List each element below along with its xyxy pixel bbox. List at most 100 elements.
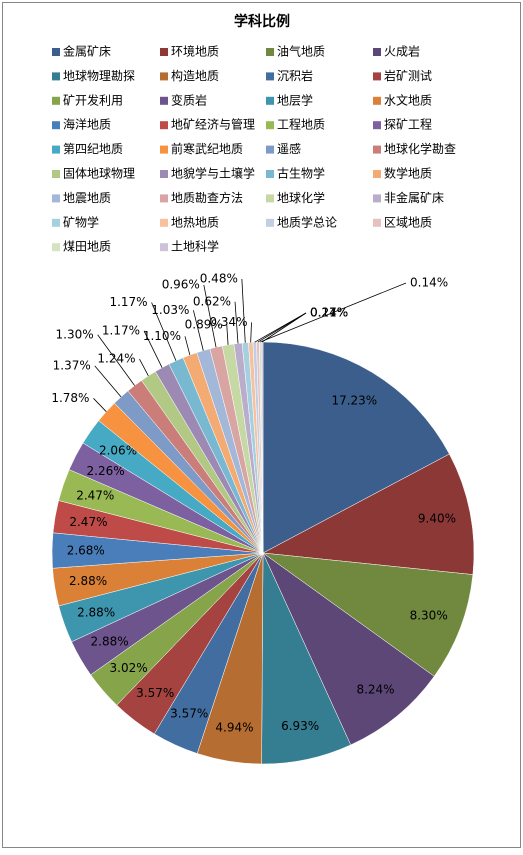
legend-label: 矿物学 (63, 214, 99, 229)
legend-label: 沉积岩 (277, 68, 313, 83)
pie-slice (262, 453, 475, 575)
leader-line (94, 365, 122, 398)
value-label: 3.57% (170, 707, 208, 721)
pie-slice (262, 341, 450, 554)
value-label: 4.94% (215, 720, 253, 734)
legend-label: 工程地质 (277, 117, 325, 132)
legend-label: 岩矿测试 (384, 68, 432, 83)
legend-swatch (160, 170, 168, 178)
value-label: 2.26% (87, 464, 125, 478)
legend-swatch (52, 243, 60, 252)
legend-swatch (160, 48, 168, 56)
value-label: 1.24% (97, 352, 135, 366)
value-label: 0.62% (193, 294, 231, 308)
legend-label: 海洋地质 (63, 117, 111, 132)
legend-swatch (52, 48, 60, 56)
legend-swatch (373, 72, 381, 81)
legend-swatch (266, 72, 274, 81)
legend-swatch (266, 194, 274, 203)
legend-swatch (373, 145, 381, 154)
legend-label: 地矿经济与管理 (171, 117, 255, 132)
legend-swatch (52, 194, 60, 203)
legend-label: 遥感 (277, 141, 301, 156)
value-label: 1.78% (51, 391, 89, 405)
value-label: 1.17% (109, 295, 147, 309)
legend-swatch (266, 145, 274, 154)
legend-swatch (52, 145, 60, 154)
leader-line (260, 282, 407, 343)
legend-label: 地球化学 (277, 190, 325, 205)
leader-line (203, 284, 217, 348)
legend-label: 前寒武纪地质 (171, 141, 243, 156)
legend-swatch (373, 121, 381, 130)
value-label: 8.24% (356, 682, 394, 696)
legend-label: 固体地球物理 (63, 167, 135, 181)
value-label: 0.14% (310, 306, 348, 320)
legend-swatch (373, 96, 381, 105)
pie-slice (262, 552, 474, 677)
legend-label: 水文地质 (384, 92, 432, 107)
legend-label: 第四纪地质 (63, 142, 123, 156)
legend-label: 探矿工程 (384, 117, 432, 132)
leader-line (151, 302, 177, 361)
legend-swatch (160, 121, 168, 130)
legend-label: 地质勘查方法 (171, 190, 243, 205)
legend-swatch (160, 145, 168, 154)
legend-label: 地球物理勘探 (63, 69, 135, 83)
value-label: 9.40% (418, 512, 456, 526)
legend-label: 地震地质 (63, 191, 111, 205)
legend-label: 地热地质 (171, 215, 219, 229)
legend-swatch (160, 243, 168, 252)
legend-swatch (373, 48, 381, 56)
value-label: 3.02% (110, 661, 148, 675)
legend-label: 油气地质 (277, 44, 325, 59)
value-label: 1.37% (53, 358, 91, 372)
value-label: 2.68% (67, 543, 105, 557)
leader-line (234, 301, 239, 344)
legend-swatch (266, 170, 274, 178)
value-label: 0.89% (185, 318, 223, 332)
legend-label: 矿开发利用 (63, 92, 123, 107)
value-label: 2.47% (69, 515, 107, 529)
legend-swatch (52, 170, 60, 178)
value-label: 1.30% (56, 327, 94, 341)
legend-swatch (266, 96, 274, 105)
value-label: 0.96% (162, 277, 200, 291)
value-label: 0.34% (209, 315, 247, 329)
pie-slice (262, 552, 435, 746)
legend-label: 地球化学勘查 (384, 141, 456, 156)
legend-label: 地质学总论 (277, 214, 337, 229)
value-label: 0.14% (410, 276, 448, 290)
value-label: 6.93% (281, 719, 319, 733)
leader-line (241, 278, 246, 343)
legend-label: 环境地质 (171, 44, 219, 59)
legend-label: 区域地质 (384, 215, 432, 229)
legend-swatch (160, 96, 168, 105)
legend-swatch (373, 218, 381, 227)
legend-label: 数学地质 (384, 166, 432, 181)
value-label: 1.03% (151, 303, 189, 317)
legend-swatch (266, 121, 274, 130)
value-label: 1.10% (143, 329, 181, 343)
value-label: 0.48% (200, 271, 238, 285)
legend-label: 土地科学 (171, 239, 219, 254)
legend-swatch (160, 194, 168, 203)
value-label: 2.47% (76, 488, 114, 502)
leader-line (261, 312, 307, 343)
value-label: 2.88% (69, 574, 107, 588)
legend-label: 地层学 (277, 92, 313, 107)
leader-line (143, 330, 163, 368)
chart-title: 学科比例 (234, 13, 290, 30)
leader-line (139, 358, 149, 377)
legend-label: 构造地质 (171, 68, 219, 83)
value-label: 1.17% (102, 323, 140, 337)
leader-line (250, 322, 252, 343)
leader-line (93, 398, 107, 412)
value-label: 2.06% (99, 444, 137, 458)
value-label: 3.57% (136, 686, 174, 700)
legend-swatch (266, 218, 274, 227)
value-label: 0.21% (310, 306, 348, 320)
legend-label: 地貌学与土壤学 (171, 166, 255, 181)
value-label: 8.30% (410, 608, 448, 622)
